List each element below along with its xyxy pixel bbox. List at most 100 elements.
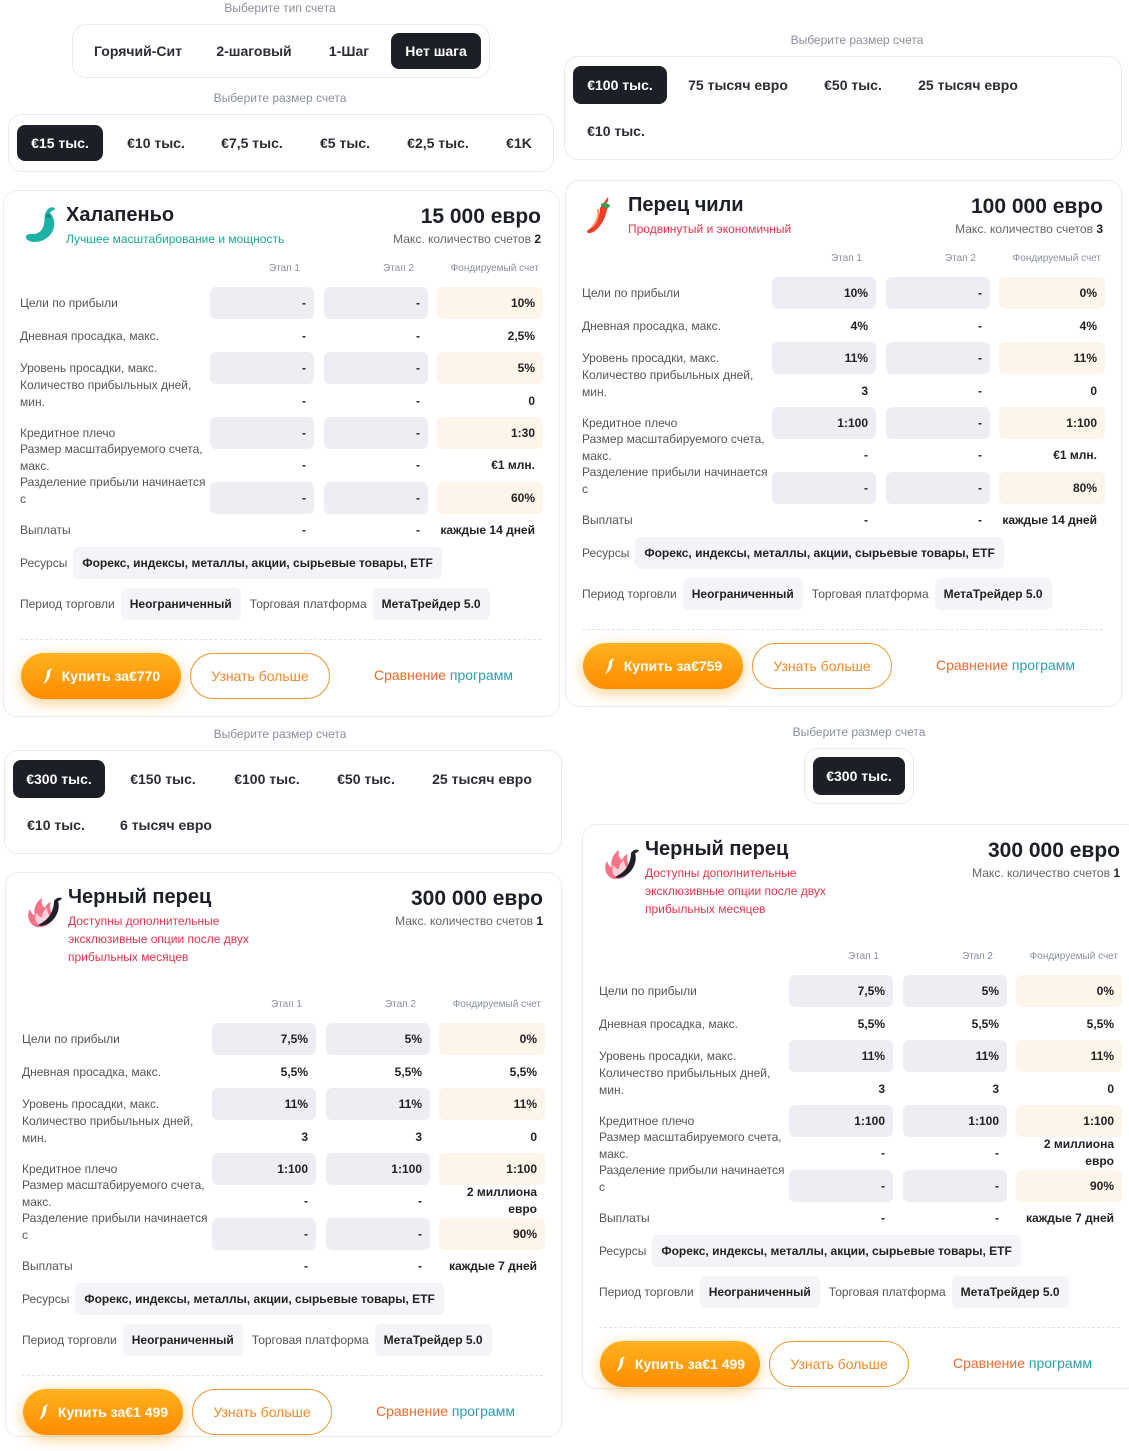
type-option-no-step[interactable]: Нет шага — [391, 33, 481, 69]
table-cell: - — [324, 482, 428, 514]
buy-button[interactable]: Купить за€1 499 — [600, 1341, 760, 1387]
account-type-caption: Выберите тип счета — [224, 1, 336, 15]
plan-price: 15 000 евро — [420, 205, 541, 228]
table-cell: - — [326, 1218, 430, 1250]
size-caption-c: Выберите размер счета — [213, 727, 347, 741]
size-option[interactable]: 75 тысяч евро — [688, 77, 788, 93]
row-label: Дневная просадка, макс. — [20, 329, 159, 343]
row-label: Выплаты — [599, 1211, 650, 1225]
size-option[interactable]: €10 тыс. — [587, 123, 645, 139]
size-option[interactable]: €100 тыс. — [573, 66, 667, 104]
row-label: Количество прибыльных дней, мин. — [599, 1066, 771, 1097]
type-option-1-step[interactable]: 1-Шаг — [328, 43, 370, 59]
buy-button[interactable]: Купить за€1 499 — [23, 1389, 183, 1435]
table-cell: 1:100 — [439, 1153, 545, 1185]
table-cell: 2 миллиона евро — [466, 1185, 537, 1216]
account-size-selector-d: €300 тыс. — [804, 748, 914, 804]
size-option[interactable]: 6 тысяч евро — [120, 817, 212, 833]
plan-title: Перец чили — [628, 194, 744, 216]
plan-card-black-pepper: Черный перец Доступны дополнительные экск… — [5, 872, 562, 1437]
table-cell: - — [978, 383, 982, 398]
size-option[interactable]: €15 тыс. — [17, 125, 103, 161]
table-cell: 80% — [999, 472, 1105, 504]
period-badge: Неограниченный — [699, 1276, 820, 1308]
size-option[interactable]: €5 тыс. — [320, 135, 370, 151]
buy-button[interactable]: Купить за€759 — [583, 643, 743, 689]
row-label: Выплаты — [582, 513, 633, 527]
table-cell: 0% — [999, 277, 1105, 309]
column-header-stage-1: Этап 1 — [848, 951, 879, 962]
learn-more-button[interactable]: Узнать больше — [769, 1341, 909, 1387]
resources-badge: Форекс, индексы, металлы, акции, сырьевы… — [652, 1235, 1021, 1267]
size-option[interactable]: 25 тысяч евро — [918, 77, 1018, 93]
table-cell: 5% — [903, 975, 1007, 1007]
table-cell: €1 млн. — [491, 457, 535, 472]
size-option[interactable]: €10 тыс. — [27, 817, 85, 833]
divider — [20, 639, 541, 640]
table-cell: - — [995, 1145, 999, 1160]
max-accounts: Макс. количество счетов 2 — [393, 232, 541, 246]
table-cell: - — [416, 328, 420, 343]
size-option[interactable]: €100 тыс. — [234, 771, 300, 787]
row-label: Количество прибыльных дней, мин. — [20, 378, 192, 409]
row-label: Уровень просадки, макс. — [599, 1049, 737, 1063]
learn-more-button[interactable]: Узнать больше — [192, 1389, 332, 1435]
size-option[interactable]: €150 тыс. — [130, 771, 196, 787]
size-option[interactable]: €300 тыс. — [813, 757, 905, 795]
row-label: Размер масштабируемого счета, макс. — [22, 1178, 205, 1209]
account-type-selector: Горячий-Сит 2-шаговый 1-Шаг Нет шага — [72, 24, 490, 78]
table-cell: 5% — [437, 352, 543, 384]
table-cell: 2,5% — [507, 328, 535, 343]
plan-price: 300 000 евро — [411, 887, 543, 910]
table-cell: 1:100 — [789, 1105, 893, 1137]
buy-button-label: Купить за€770 — [61, 668, 161, 684]
compare-programs-link[interactable]: Сравнение программ — [936, 657, 1075, 673]
row-label: Разделение прибыли начинается с — [22, 1211, 208, 1242]
table-cell: 5% — [326, 1023, 430, 1055]
compare-programs-link[interactable]: Сравнение программ — [953, 1355, 1092, 1371]
table-cell: 11% — [1016, 1040, 1122, 1072]
period-label: Период торговли — [20, 597, 115, 611]
row-label: Уровень просадки, макс. — [22, 1097, 160, 1111]
table-cell: - — [324, 417, 428, 449]
size-option[interactable]: €7,5 тыс. — [221, 135, 283, 151]
table-cell: 1:30 — [437, 417, 543, 449]
table-cell: 5,5% — [509, 1064, 537, 1079]
table-cell: - — [210, 482, 314, 514]
buy-button[interactable]: Купить за€770 — [21, 653, 181, 699]
table-cell: 5,5% — [280, 1064, 308, 1079]
compare-word-2: программ — [451, 1403, 515, 1419]
table-cell: 1:100 — [212, 1153, 316, 1185]
period-platform-row: Период торговли Неограниченный Торговая пл… — [22, 1324, 501, 1356]
size-option[interactable]: €50 тыс. — [824, 77, 882, 93]
table-cell: 7,5% — [789, 975, 893, 1007]
compare-programs-link[interactable]: Сравнение программ — [374, 667, 513, 683]
size-option[interactable]: €2,5 тыс. — [407, 135, 469, 151]
plan-title: Черный перец — [68, 886, 212, 908]
plan-card-jalapeno: Халапеньо Лучшее масштабирование и мощнос… — [3, 190, 560, 717]
size-option[interactable]: €300 тыс. — [13, 760, 105, 798]
column-header-stage-1: Этап 1 — [271, 999, 302, 1010]
learn-more-button[interactable]: Узнать больше — [190, 653, 330, 699]
row-label: Количество прибыльных дней, мин. — [582, 368, 754, 399]
row-label: Размер масштабируемого счета, макс. — [599, 1130, 782, 1161]
plan-subtitle: Лучшее масштабирование и мощность — [66, 232, 285, 246]
divider — [22, 1375, 543, 1376]
table-cell: 5,5% — [857, 1016, 885, 1031]
column-header-stage-2: Этап 2 — [945, 253, 976, 264]
compare-programs-link[interactable]: Сравнение программ — [376, 1403, 515, 1419]
type-option-hot-seat[interactable]: Горячий-Сит — [94, 43, 182, 59]
row-label: Кредитное плечо — [20, 426, 116, 440]
learn-more-button[interactable]: Узнать больше — [752, 643, 892, 689]
size-option[interactable]: €50 тыс. — [337, 771, 395, 787]
size-option[interactable]: 25 тысяч евро — [432, 771, 532, 787]
type-option-2-step[interactable]: 2-шаговый — [216, 43, 292, 59]
compare-word-1: Сравнение — [374, 667, 446, 683]
platform-badge: МетаТрейдер 5.0 — [372, 588, 490, 620]
resources-label: Ресурсы — [22, 1292, 70, 1306]
column-header-stage-2: Этап 2 — [962, 951, 993, 962]
size-option[interactable]: €10 тыс. — [127, 135, 185, 151]
size-option[interactable]: €1K — [506, 135, 532, 151]
platform-badge: МетаТрейдер 5.0 — [934, 578, 1052, 610]
table-cell: - — [304, 1193, 308, 1208]
